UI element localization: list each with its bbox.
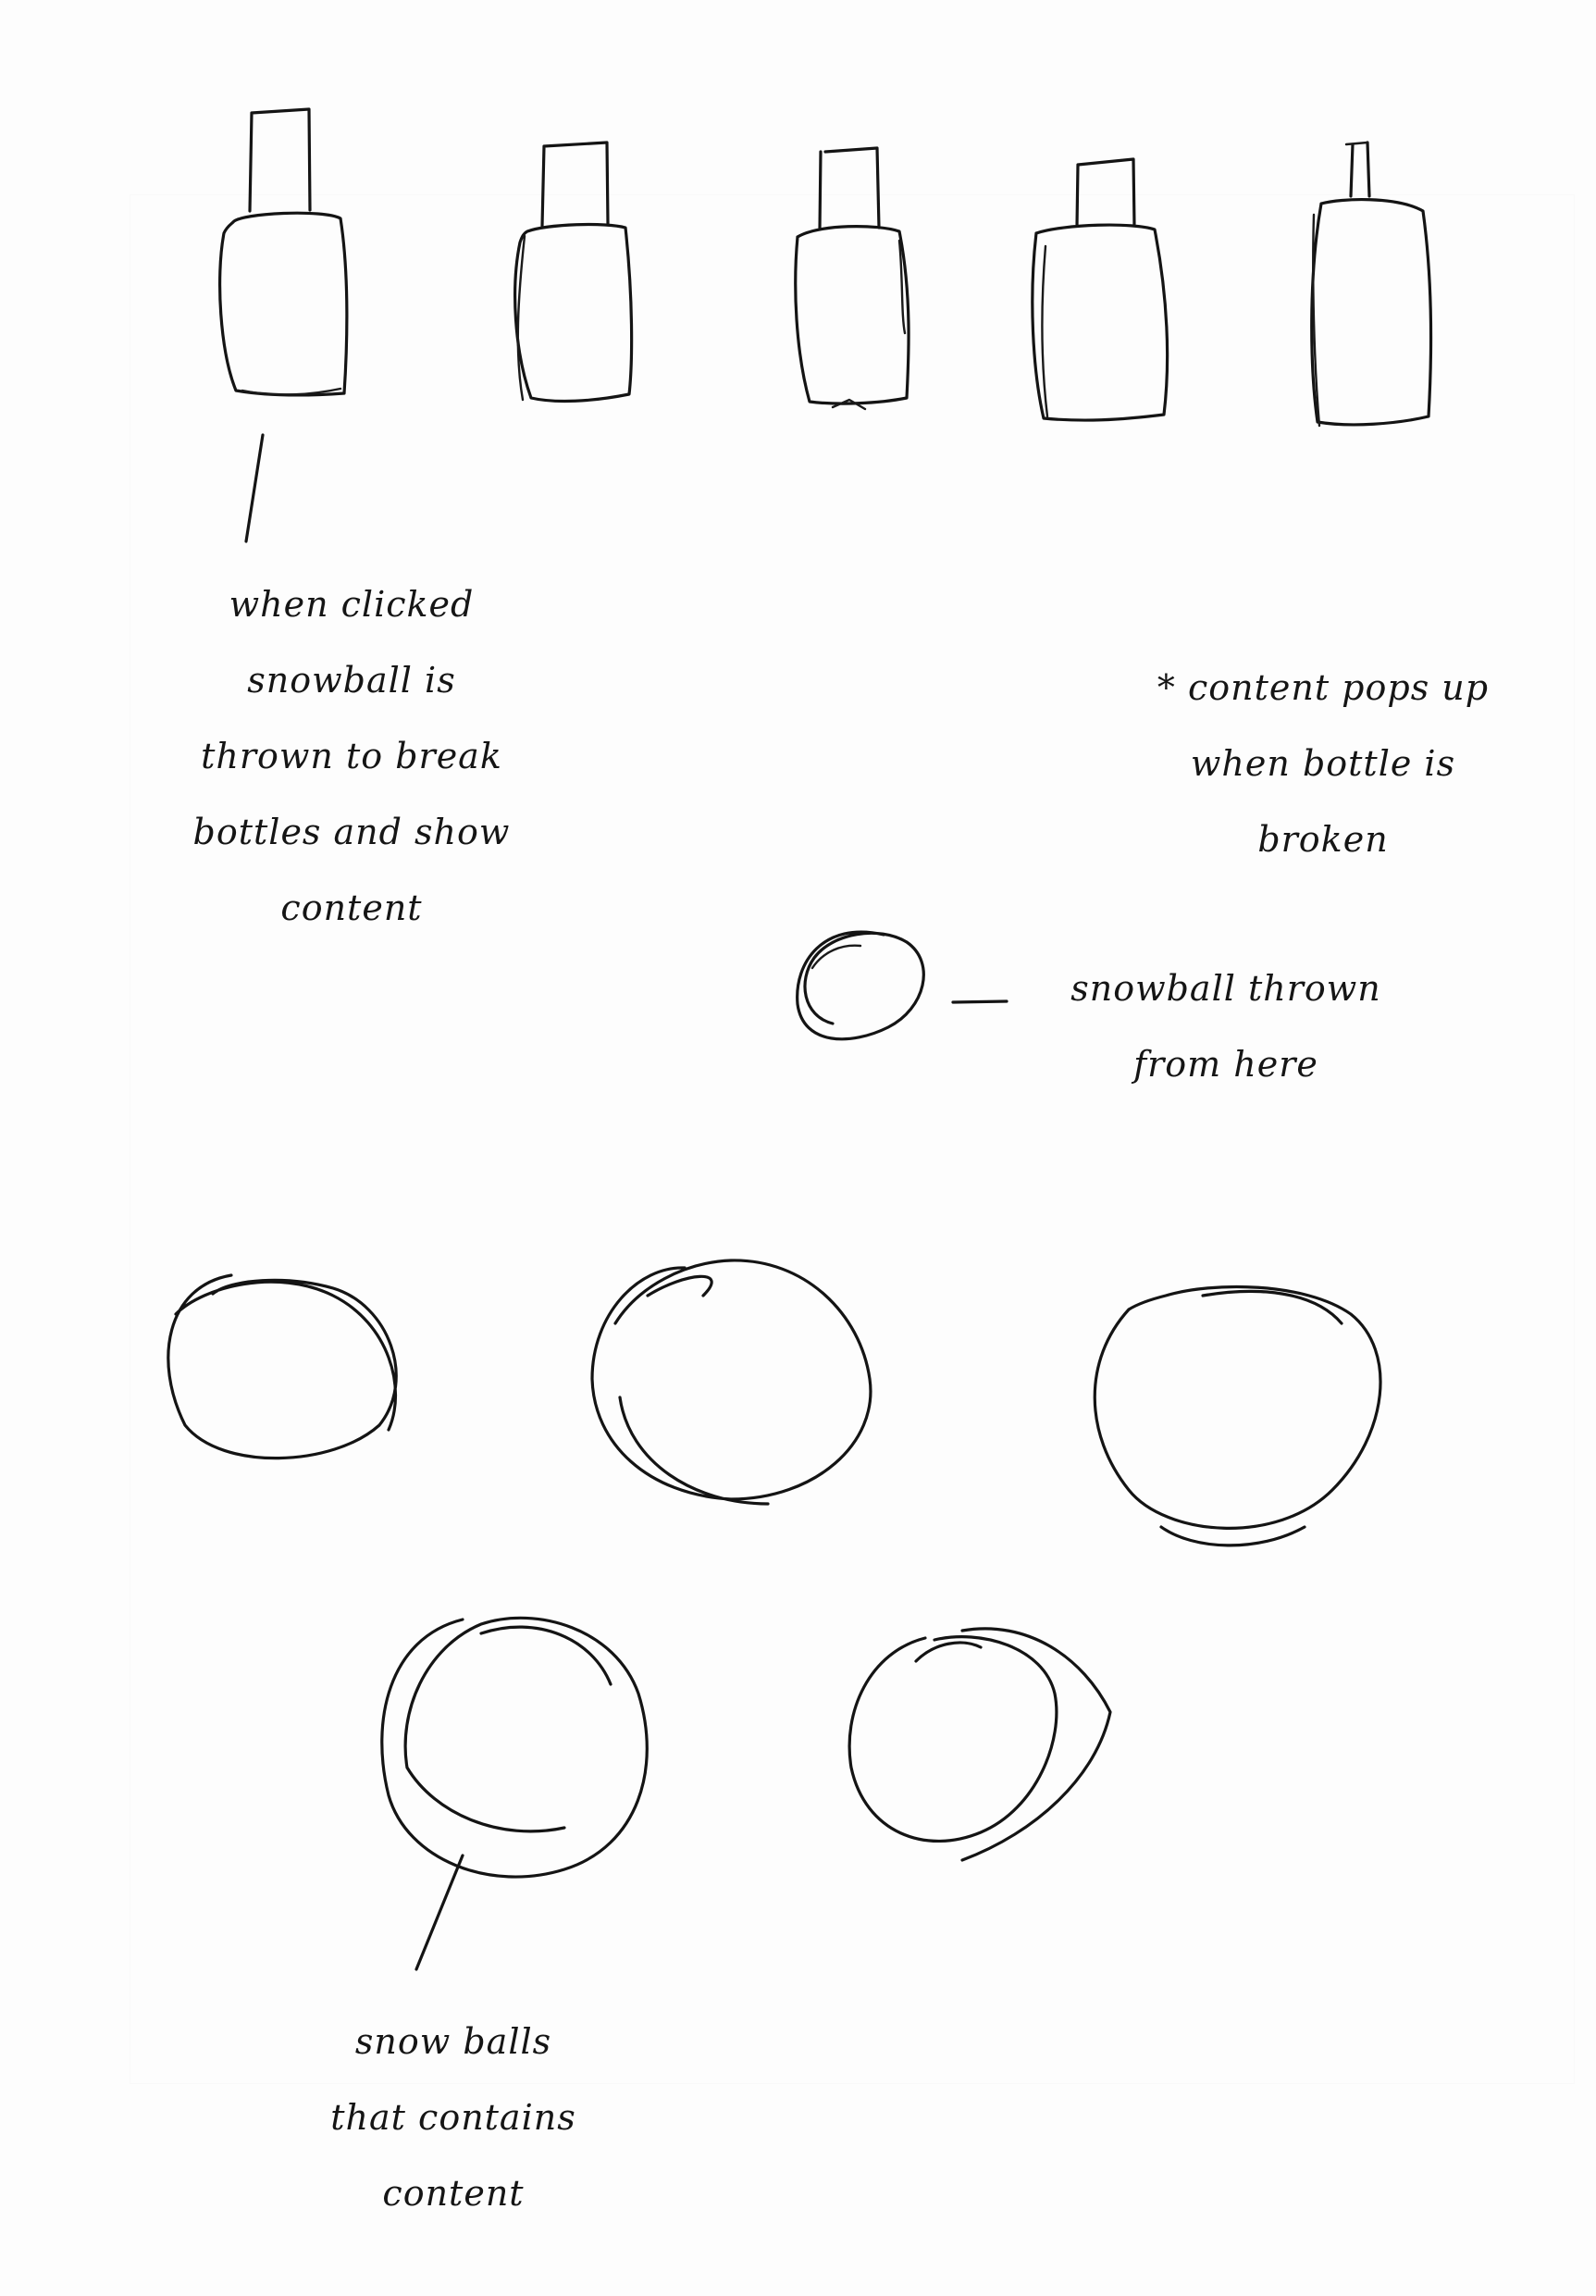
- snowballs-annotation: snow balls that contains content: [330, 2021, 576, 2214]
- snowball-5[interactable]: [847, 1627, 1112, 1862]
- popup-annotation: * content pops up when bottle is broken: [1157, 667, 1490, 860]
- thrower-snowball[interactable]: [796, 930, 925, 1041]
- snowball-4[interactable]: [380, 1616, 649, 1879]
- thrower-pointer-line: [951, 999, 1008, 1004]
- bottle-3[interactable]: [794, 146, 910, 411]
- snowball-2[interactable]: [590, 1259, 872, 1506]
- bottles-annotation: when clicked snowball is thrown to break…: [192, 584, 511, 928]
- bottle-5[interactable]: [1310, 141, 1433, 428]
- bottle-4[interactable]: [1031, 157, 1169, 422]
- bottle-2[interactable]: [513, 141, 634, 403]
- bottles-pointer-line: [244, 433, 265, 543]
- thrower-annotation: snowball thrown from here: [1070, 968, 1381, 1085]
- snowball-3[interactable]: [1093, 1285, 1382, 1547]
- bottle-1[interactable]: [218, 107, 349, 397]
- snowball-1[interactable]: [167, 1273, 398, 1460]
- snowballs-pointer-line: [414, 1854, 464, 1971]
